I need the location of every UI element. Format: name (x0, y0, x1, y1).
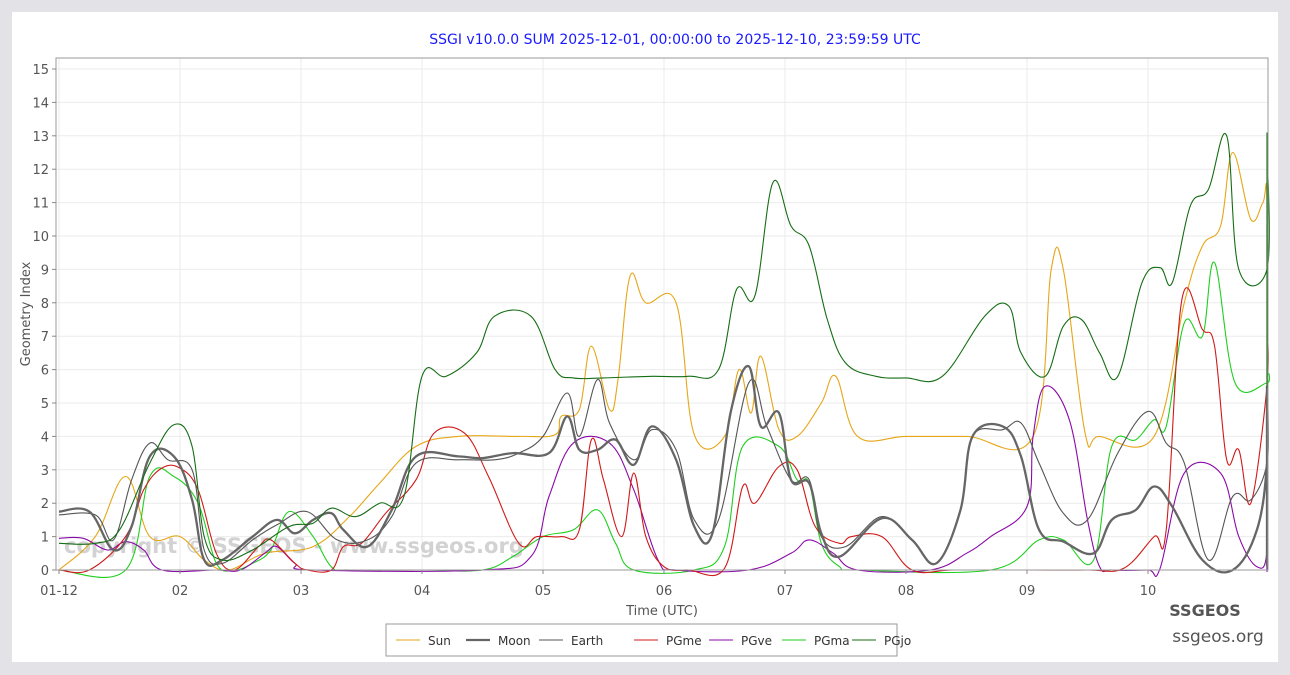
x-tick-label: 08 (898, 584, 915, 599)
line-chart: SSGI v10.0.0 SUM 2025-12-01, 00:00:00 to… (19, 32, 1271, 657)
legend-label-moon: Moon (498, 634, 531, 648)
chart-panel: SSGI v10.0.0 SUM 2025-12-01, 00:00:00 to… (12, 12, 1278, 662)
y-tick-label: 4 (41, 430, 49, 445)
legend-label-pgme: PGme (666, 634, 702, 648)
y-tick-label: 2 (41, 497, 49, 512)
x-tick-label: 07 (777, 584, 794, 599)
y-tick-label: 13 (32, 130, 49, 145)
x-tick-label: 06 (656, 584, 673, 599)
plot-frame (55, 57, 1269, 571)
site-label: ssgeos.org (1172, 627, 1264, 647)
brand-label: SSGEOS (1169, 601, 1241, 620)
x-axis-ticks: 01-12 02 03 04 05 06 07 08 09 10 (40, 570, 1156, 599)
legend: Sun Moon Earth PGme PGve PGma PGjo (396, 634, 911, 648)
series-line-moon (58, 365, 1269, 574)
y-tick-label: 11 (32, 197, 49, 212)
series-line-pgjo (58, 132, 1270, 562)
y-tick-label: 14 (32, 96, 49, 111)
x-tick-label: 03 (293, 584, 310, 599)
series-line-pgve (58, 385, 1269, 577)
y-tick-label: 10 (32, 230, 49, 245)
y-tick-label: 0 (41, 564, 49, 579)
series-line-pgme (58, 226, 1269, 577)
x-tick-label: 02 (172, 584, 189, 599)
legend-label-earth: Earth (571, 634, 603, 648)
y-tick-label: 12 (32, 163, 49, 178)
legend-label-sun: Sun (428, 634, 451, 648)
x-tick-label: 10 (1140, 584, 1157, 599)
y-tick-label: 1 (41, 531, 49, 546)
legend-label-pgve: PGve (741, 634, 772, 648)
grid (56, 58, 1268, 571)
x-tick-label: 05 (535, 584, 552, 599)
legend-label-pgma: PGma (814, 634, 850, 648)
y-axis-label: Geometry Index (19, 261, 34, 366)
x-axis-label: Time (UTC) (625, 604, 698, 619)
y-tick-label: 3 (41, 464, 49, 479)
legend-label-pgjo: PGjo (884, 634, 911, 648)
y-tick-label: 15 (32, 63, 49, 78)
y-tick-label: 5 (41, 397, 49, 412)
chart-title: SSGI v10.0.0 SUM 2025-12-01, 00:00:00 to… (429, 32, 921, 48)
y-tick-label: 8 (41, 297, 49, 312)
x-tick-label: 04 (414, 584, 431, 599)
x-tick-label: 01-12 (40, 584, 78, 599)
y-tick-label: 6 (41, 364, 49, 379)
y-tick-label: 9 (41, 263, 49, 278)
y-tick-label: 7 (41, 330, 49, 345)
x-tick-label: 09 (1019, 584, 1036, 599)
watermark-text: copyright © SSGEOS - www.ssgeos.org (64, 534, 524, 558)
series-group (58, 132, 1271, 579)
series-line-sun (58, 151, 1268, 571)
